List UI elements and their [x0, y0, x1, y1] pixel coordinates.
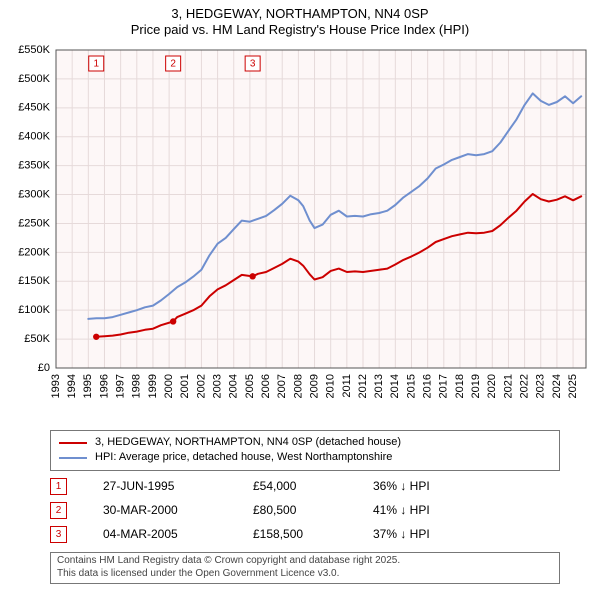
svg-text:1998: 1998	[131, 374, 143, 398]
svg-text:1997: 1997	[115, 374, 127, 398]
svg-text:3: 3	[250, 59, 256, 70]
svg-text:2010: 2010	[325, 374, 337, 398]
svg-text:1: 1	[93, 59, 99, 70]
svg-text:£250K: £250K	[18, 217, 50, 229]
event-row: 3 04-MAR-2005£158,50037% ↓ HPI	[50, 522, 550, 546]
svg-text:2004: 2004	[228, 374, 240, 398]
svg-text:2024: 2024	[551, 374, 563, 398]
svg-text:1996: 1996	[98, 374, 110, 398]
event-date: 04-MAR-2005	[103, 527, 253, 541]
legend-label: 3, HEDGEWAY, NORTHAMPTON, NN4 0SP (detac…	[95, 435, 401, 450]
svg-text:2014: 2014	[389, 374, 401, 398]
event-price: £158,500	[253, 527, 373, 541]
svg-text:£50K: £50K	[24, 333, 50, 345]
svg-text:2022: 2022	[519, 374, 531, 398]
svg-text:2007: 2007	[276, 374, 288, 398]
svg-text:2017: 2017	[438, 374, 450, 398]
svg-text:£550K: £550K	[18, 44, 50, 56]
svg-text:2023: 2023	[535, 374, 547, 398]
svg-text:£300K: £300K	[18, 188, 50, 200]
legend-swatch	[59, 442, 87, 444]
event-marker-number: 3	[50, 526, 67, 543]
title-line-2: Price paid vs. HM Land Registry's House …	[0, 22, 600, 38]
svg-text:2021: 2021	[502, 374, 514, 398]
svg-text:£0: £0	[38, 362, 50, 374]
events-table: 1 27-JUN-1995£54,00036% ↓ HPI 2 30-MAR-2000…	[50, 474, 550, 546]
title-block: 3, HEDGEWAY, NORTHAMPTON, NN4 0SP Price …	[0, 0, 600, 39]
svg-text:2008: 2008	[292, 374, 304, 398]
svg-text:£100K: £100K	[18, 304, 50, 316]
legend: 3, HEDGEWAY, NORTHAMPTON, NN4 0SP (detac…	[50, 430, 560, 471]
event-hpi-diff: 36% ↓ HPI	[373, 479, 513, 493]
svg-text:2: 2	[170, 59, 176, 70]
event-row: 1 27-JUN-1995£54,00036% ↓ HPI	[50, 474, 550, 498]
legend-label: HPI: Average price, detached house, West…	[95, 450, 392, 465]
svg-text:2016: 2016	[422, 374, 434, 398]
event-price: £54,000	[253, 479, 373, 493]
event-date: 27-JUN-1995	[103, 479, 253, 493]
svg-text:2018: 2018	[454, 374, 466, 398]
legend-row: HPI: Average price, detached house, West…	[59, 450, 551, 465]
svg-text:2019: 2019	[470, 374, 482, 398]
svg-text:1993: 1993	[50, 374, 62, 398]
svg-text:2011: 2011	[341, 374, 353, 398]
svg-text:£200K: £200K	[18, 246, 50, 258]
event-hpi-diff: 41% ↓ HPI	[373, 503, 513, 517]
title-line-1: 3, HEDGEWAY, NORTHAMPTON, NN4 0SP	[0, 6, 600, 22]
footer-attribution: Contains HM Land Registry data © Crown c…	[50, 552, 560, 584]
svg-text:2001: 2001	[179, 374, 191, 398]
footer-line-2: This data is licensed under the Open Gov…	[57, 568, 553, 581]
price-chart: £0 £50K £100K £150K £200K £250K £300K £350K £400…	[8, 44, 592, 424]
event-price: £80,500	[253, 503, 373, 517]
svg-text:£400K: £400K	[18, 131, 50, 143]
svg-text:2013: 2013	[373, 374, 385, 398]
svg-text:2003: 2003	[211, 374, 223, 398]
svg-text:2012: 2012	[357, 374, 369, 398]
svg-text:£350K: £350K	[18, 160, 50, 172]
svg-text:2002: 2002	[195, 374, 207, 398]
svg-text:£500K: £500K	[18, 73, 50, 85]
footer-line-1: Contains HM Land Registry data © Crown c…	[57, 555, 553, 568]
svg-text:1999: 1999	[147, 374, 159, 398]
event-marker-number: 1	[50, 478, 67, 495]
svg-text:2020: 2020	[486, 374, 498, 398]
svg-text:2025: 2025	[567, 374, 579, 398]
event-hpi-diff: 37% ↓ HPI	[373, 527, 513, 541]
event-marker-number: 2	[50, 502, 67, 519]
svg-text:£150K: £150K	[18, 275, 50, 287]
svg-text:2015: 2015	[405, 374, 417, 398]
legend-swatch	[59, 457, 87, 459]
event-row: 2 30-MAR-2000£80,50041% ↓ HPI	[50, 498, 550, 522]
svg-text:£450K: £450K	[18, 102, 50, 114]
svg-text:2005: 2005	[244, 374, 256, 398]
legend-row: 3, HEDGEWAY, NORTHAMPTON, NN4 0SP (detac…	[59, 435, 551, 450]
event-date: 30-MAR-2000	[103, 503, 253, 517]
svg-text:2006: 2006	[260, 374, 272, 398]
svg-text:2000: 2000	[163, 374, 175, 398]
svg-text:1995: 1995	[82, 374, 94, 398]
svg-text:2009: 2009	[308, 374, 320, 398]
svg-text:1994: 1994	[66, 374, 78, 398]
